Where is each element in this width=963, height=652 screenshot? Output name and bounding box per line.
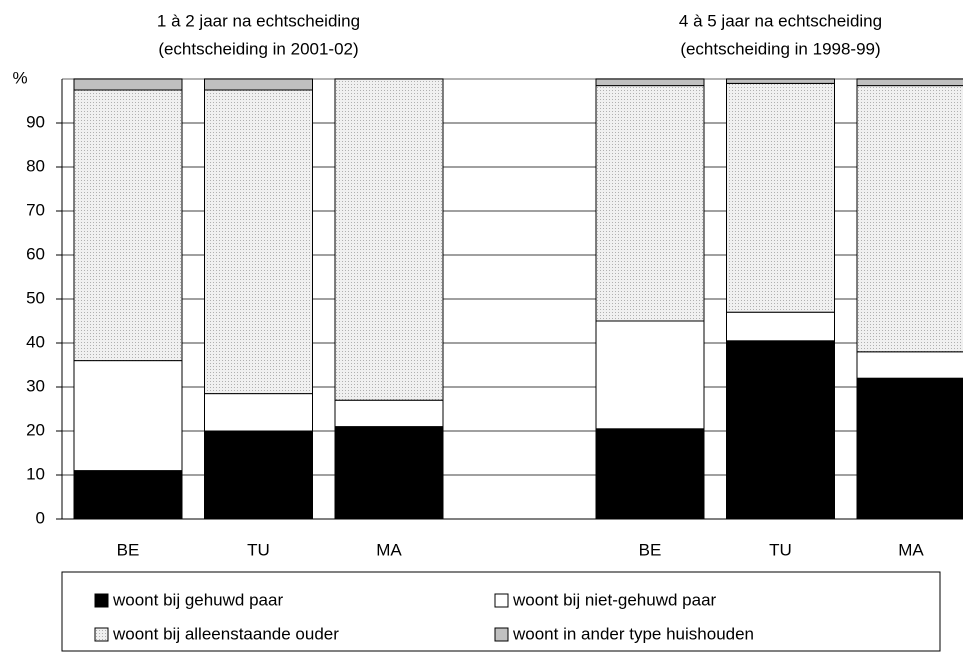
- y-tick-label: 30: [26, 376, 45, 395]
- y-tick-label: 40: [26, 332, 45, 351]
- x-tick-label: MA: [898, 540, 924, 559]
- y-tick-label: 60: [26, 244, 45, 263]
- bar-segment: [334, 426, 444, 520]
- bar-segment: [595, 428, 705, 520]
- bar-segment: [726, 78, 835, 84]
- legend-swatch: [494, 627, 509, 642]
- legend-swatch: [94, 627, 109, 642]
- x-tick-label: BE: [639, 540, 662, 559]
- bar-segment: [204, 393, 313, 432]
- bar-segment: [726, 82, 835, 313]
- legend-label: woont bij gehuwd paar: [112, 590, 283, 609]
- bar-segment: [334, 399, 444, 428]
- legend-swatch: [494, 593, 509, 608]
- y-tick-label: 20: [26, 420, 45, 439]
- legend-label: woont bij niet-gehuwd paar: [512, 590, 717, 609]
- x-tick-label: TU: [247, 540, 270, 559]
- y-tick-label: 0: [36, 508, 45, 527]
- y-tick-label: 50: [26, 288, 45, 307]
- bar-segment: [204, 430, 313, 520]
- legend-swatch: [94, 593, 109, 608]
- bar-segment: [726, 340, 835, 520]
- group-title: 4 à 5 jaar na echtscheiding: [679, 11, 882, 30]
- bar-segment: [73, 360, 183, 472]
- y-tick-label: 70: [26, 200, 45, 219]
- bar-segment: [73, 89, 183, 362]
- bar-segment: [856, 85, 963, 353]
- bar-segment: [73, 78, 183, 91]
- bar-segment: [204, 89, 313, 395]
- y-axis-label: %: [12, 68, 27, 87]
- y-tick-label: 80: [26, 156, 45, 175]
- bar-segment: [595, 78, 705, 87]
- bar-segment: [595, 320, 705, 430]
- x-tick-label: BE: [117, 540, 140, 559]
- y-tick-label: 10: [26, 464, 45, 483]
- bar-segment: [856, 78, 963, 87]
- bar-segment: [73, 470, 183, 520]
- bar-segment: [204, 78, 313, 91]
- group-title: (echtscheiding in 2001-02): [158, 39, 358, 58]
- legend-label: woont in ander type huishouden: [512, 624, 754, 643]
- group-title: (echtscheiding in 1998-99): [680, 39, 880, 58]
- legend-label: woont bij alleenstaande ouder: [112, 624, 339, 643]
- group-title: 1 à 2 jaar na echtscheiding: [157, 11, 360, 30]
- bar-segment: [726, 311, 835, 342]
- bar-segment: [856, 351, 963, 379]
- bar-segment: [595, 85, 705, 322]
- bar-segment: [856, 377, 963, 520]
- y-tick-label: 90: [26, 112, 45, 131]
- x-tick-label: MA: [376, 540, 402, 559]
- x-tick-label: TU: [769, 540, 792, 559]
- bar-segment: [334, 78, 444, 401]
